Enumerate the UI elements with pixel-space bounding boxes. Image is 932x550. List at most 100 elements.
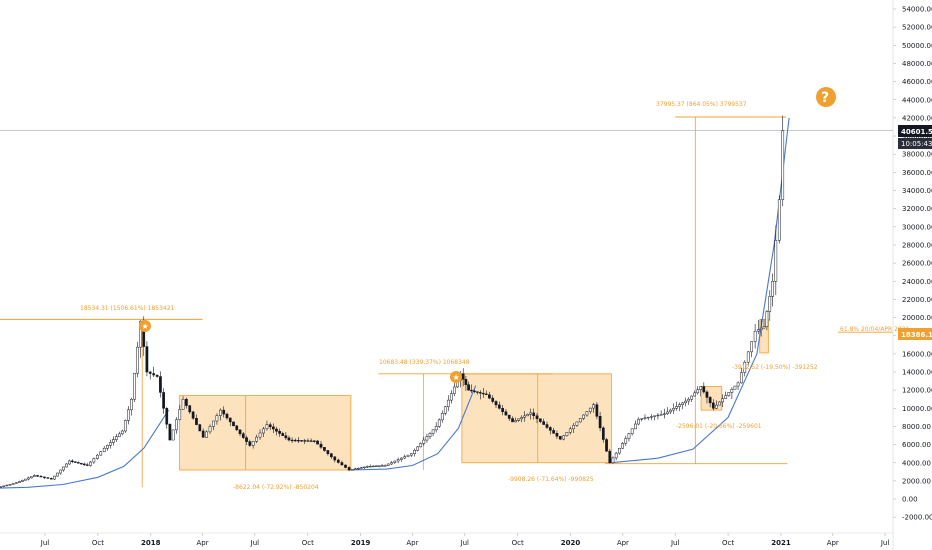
y-tick-label: 4000.00 [902, 459, 931, 467]
x-tick-label: Jul [40, 539, 50, 547]
candle-body [258, 432, 262, 438]
candle-body [409, 453, 413, 456]
candle-body [235, 425, 239, 431]
fib-price-value: 18386.10 [901, 331, 932, 339]
x-tick-label: 2019 [351, 539, 371, 547]
candle-body [208, 426, 212, 433]
candle-body [538, 418, 542, 422]
candle-body [386, 463, 390, 466]
y-tick-label: 52000.00 [902, 24, 932, 32]
y-tick-label: 22000.00 [902, 296, 932, 304]
candle-body [768, 296, 772, 312]
candle-body [152, 373, 156, 376]
candle-body [690, 395, 694, 400]
candle-body [659, 414, 663, 416]
top-marker-2: ★ [450, 371, 462, 383]
candle-body [36, 475, 39, 477]
candle-body [618, 447, 621, 454]
candle-body [633, 423, 637, 430]
candle-body [281, 433, 285, 436]
candle-body [640, 418, 644, 420]
candle-body [624, 438, 628, 444]
candle-body [65, 463, 68, 468]
candle-body [507, 414, 511, 419]
candle-body [514, 420, 518, 423]
candle-body [2, 485, 6, 487]
candle-body [284, 435, 288, 439]
candle-body [605, 439, 608, 452]
candle-body [653, 415, 657, 417]
candle-body [672, 408, 675, 411]
time-axis[interactable]: Jul Oct 2018 Apr Jul Oct 2019 Apr Jul Oct 2020 Apr J… [0, 532, 893, 547]
candle-body [750, 341, 754, 353]
candle-body [588, 407, 592, 412]
x-tick-label: Jul [460, 539, 470, 547]
candle-body [191, 411, 195, 419]
candle-body [287, 437, 291, 441]
y-tick-label: 54000.00 [902, 6, 932, 14]
current-price-value: 40601.57 [901, 128, 932, 136]
current-price-tag [898, 125, 932, 137]
candle-body [501, 408, 504, 412]
price-axis[interactable]: -2000.00 0.00 2000.00 4000.00 6000.00 8000.00… [892, 0, 932, 550]
candle-body [68, 460, 71, 465]
candle-body [32, 475, 36, 477]
candle-body [344, 464, 347, 468]
candle-body [201, 430, 205, 438]
candle-body [251, 441, 255, 446]
x-tick-label: Oct [92, 539, 104, 547]
candle-body [268, 424, 272, 428]
countdown-tag [898, 138, 932, 149]
candle-body [650, 416, 653, 418]
candle-body [440, 413, 444, 421]
candle-body [746, 351, 750, 363]
candle-body [545, 424, 549, 428]
candle-body [470, 389, 473, 392]
candle-body [225, 413, 229, 419]
candle-body [403, 456, 407, 459]
candle-body [248, 441, 252, 446]
candle-body [120, 430, 124, 435]
rise-3-label: 37995.37 (864.05%) 3799537 [656, 101, 747, 108]
candle-body [275, 428, 278, 432]
candle-body [678, 404, 681, 407]
candle-body [532, 412, 536, 417]
y-tick-label: 34000.00 [902, 187, 932, 195]
candle-body [123, 420, 127, 432]
candle-body [774, 240, 778, 282]
candle-body [148, 371, 152, 374]
candle-body [59, 469, 62, 474]
candle-body [781, 130, 785, 200]
candle-body [49, 478, 53, 480]
candle-body [162, 392, 165, 409]
candle-body [643, 417, 647, 419]
y-tick-label: 36000.00 [902, 169, 932, 177]
candle-body [491, 397, 495, 402]
candle-body [511, 418, 514, 423]
y-tick-label: 48000.00 [902, 60, 932, 68]
candle-body [46, 477, 50, 479]
y-tick-label: 50000.00 [902, 42, 932, 50]
candle-body [340, 462, 344, 466]
candle-body [400, 457, 403, 460]
candle-body [371, 465, 375, 468]
plot-area[interactable] [0, 115, 893, 490]
candle-body [434, 426, 438, 431]
y-tick-label: 42000.00 [902, 114, 932, 122]
candle-body [212, 420, 215, 427]
candle-body [56, 472, 59, 477]
candle-body [185, 398, 188, 406]
x-tick-label: Oct [302, 539, 314, 547]
candle-body [425, 436, 429, 441]
candle-body [175, 419, 178, 431]
candle-body [205, 431, 208, 438]
candle-body [278, 430, 281, 434]
candle-body [552, 430, 555, 434]
candle-body [133, 372, 136, 400]
candle-body [684, 400, 687, 404]
candle-body [15, 482, 18, 484]
candle-body [300, 440, 303, 442]
candle-body [517, 418, 521, 421]
candle-body [330, 453, 333, 458]
